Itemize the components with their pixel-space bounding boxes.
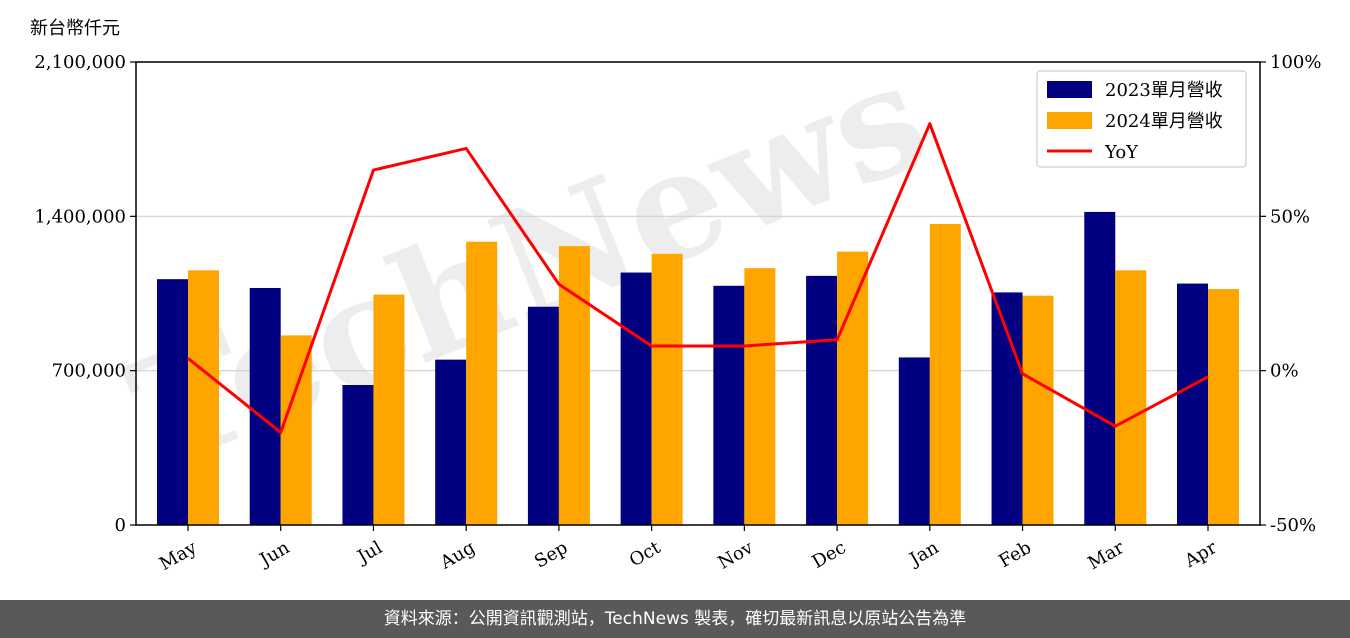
x-tick-label-jul: Jul [352,537,386,569]
legend-label-2: YoY [1104,142,1139,163]
x-tick-label-may: May [156,537,201,575]
x-tick-label-apr: Apr [1180,537,1220,572]
bar-2023-jun [249,287,281,525]
bar-2024-aug [466,241,498,525]
legend-label-0: 2023單月營收 [1105,80,1223,101]
bar-2024-apr [1208,289,1239,525]
bar-2024-dec [837,251,869,525]
bar-2023-may [157,279,188,525]
bar-2023-dec [806,275,838,525]
plot-frame [135,61,1261,526]
right-tick-label: -50% [1270,515,1316,536]
bar-2024-feb [1022,295,1054,525]
x-tick-label-sep: Sep [531,537,571,572]
bar-2024-oct [651,253,683,526]
x-tick-label-jan: Jan [904,537,942,571]
legend-swatch-1 [1047,112,1092,129]
chart-svg: TechNews0700,0001,400,0002,100,000-50%0%… [34,27,1321,575]
y-axis-unit-label: 新台幣仟元 [30,18,120,39]
x-tick-label-mar: Mar [1085,537,1129,574]
right-tick-label: 0% [1270,361,1299,382]
legend-swatch-0 [1047,81,1092,98]
left-tick-label: 0 [115,515,126,536]
bar-2023-nov [713,285,745,525]
right-tick-label: 50% [1270,206,1310,227]
x-tick-label-oct: Oct [626,537,665,572]
bar-2023-apr [1177,283,1208,525]
x-tick-label-nov: Nov [715,537,758,574]
x-tick-label-feb: Feb [995,537,1035,572]
left-tick-label: 700,000 [52,361,126,382]
yoy-line [187,122,1209,434]
right-tick-label: 100% [1270,52,1321,73]
bar-2023-oct [620,272,652,525]
bar-2024-may [188,270,219,525]
x-tick-label-dec: Dec [809,537,850,573]
bar-2024-sep [558,246,590,525]
x-tick-label-jun: Jun [255,537,294,572]
source-footer: 資料來源：公開資訊觀測站，TechNews 製表，確切最新訊息以原站公告為準 [0,600,1350,638]
bar-2024-jun [280,335,312,525]
left-tick-label: 1,400,000 [34,206,126,227]
bar-2023-jan [898,357,930,525]
left-tick-label: 2,100,000 [34,52,126,73]
bar-2024-jan [929,224,961,526]
x-tick-label-aug: Aug [436,537,479,574]
bar-2024-nov [744,268,776,525]
bar-2024-mar [1115,270,1147,525]
bar-2023-jul [342,384,374,525]
bar-2023-sep [527,306,559,525]
bar-2024-jul [373,294,405,525]
bar-2023-feb [991,292,1023,525]
chart: 新台幣仟元 TechNews 0 700,000 1,400,000 2,100,000… [30,18,1321,575]
bar-2023-mar [1084,211,1116,525]
bar-2023-aug [435,359,467,525]
legend-label-1: 2024單月營收 [1105,111,1223,132]
